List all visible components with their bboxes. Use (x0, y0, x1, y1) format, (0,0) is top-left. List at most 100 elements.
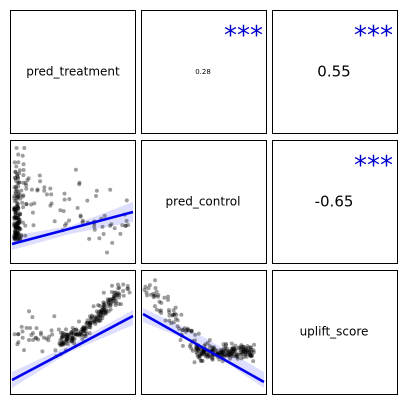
scatter-point (91, 319, 96, 324)
scatter-point (171, 312, 176, 317)
scatter-point (87, 320, 92, 325)
scatter-point (16, 221, 21, 226)
scatter-point (64, 335, 69, 340)
scatter-point (14, 207, 19, 212)
scatter-point (87, 325, 92, 330)
scatter-point (202, 349, 207, 354)
scatter-point (143, 284, 148, 289)
scatter-point (13, 231, 18, 236)
scatter-point (220, 351, 224, 356)
scatter-point (17, 217, 22, 222)
scatter-point (229, 346, 234, 351)
scatter-point (113, 296, 118, 301)
scatter-point (102, 213, 107, 218)
panel-corr-control-uplift: -0.65 *** (272, 140, 398, 264)
scatter-point (166, 297, 170, 302)
scatter-point (172, 311, 177, 316)
scatter-point (247, 348, 252, 353)
scatter-point (21, 162, 26, 167)
scatter-point (44, 336, 49, 341)
scatter-point (235, 354, 239, 359)
scatter-point (67, 197, 72, 202)
scatter-point (13, 170, 18, 175)
scatter-point (199, 358, 204, 363)
scatter-point (15, 181, 20, 185)
scatter-point (108, 303, 113, 308)
scatter-point (16, 221, 21, 226)
scatter-point (121, 289, 126, 293)
scatter-point (171, 320, 176, 325)
scatter-point (227, 353, 232, 358)
scatter-point (245, 348, 250, 353)
scatter-point (113, 293, 118, 298)
scatter-point (77, 333, 82, 338)
scatter-point (185, 327, 190, 332)
scatter-point (16, 191, 21, 196)
scatter-point (113, 303, 118, 308)
scatter-point (229, 351, 234, 356)
scatter-point (92, 224, 97, 229)
scatter-point (21, 168, 26, 172)
scatter-point (74, 327, 79, 332)
scatter-point (245, 344, 250, 349)
scatter-point (29, 187, 34, 192)
scatter-point (228, 356, 232, 361)
scatter-point (41, 335, 46, 340)
scatter-point (103, 310, 108, 315)
scatter-point (40, 349, 45, 354)
scatter-point (17, 168, 22, 173)
scatter-point (16, 332, 21, 337)
scatter-point (249, 354, 254, 359)
scatter-point (250, 353, 254, 357)
scatter-point (20, 153, 25, 158)
scatter-point (116, 282, 120, 287)
scatter-point (69, 339, 74, 343)
scatter-point (22, 348, 26, 353)
scatter-point (200, 359, 205, 363)
scatter-point (37, 173, 42, 178)
scatter-point (60, 335, 65, 340)
scatter-point (92, 319, 97, 324)
scatter-point (207, 354, 212, 358)
scatter-point (16, 176, 21, 181)
scatter-point (16, 231, 21, 236)
scatter-point (169, 321, 174, 326)
scatter-point (14, 232, 19, 237)
scatter-point (173, 316, 178, 321)
scatter-point (96, 314, 101, 319)
scatter-point (108, 302, 113, 307)
scatter-point (220, 353, 225, 357)
scatter-point (184, 329, 188, 334)
panel-scatter-control-uplift (141, 270, 267, 395)
scatter-point (233, 343, 238, 348)
scatter-point (27, 309, 31, 314)
scatter-point (240, 351, 244, 356)
scatter-point (96, 317, 100, 322)
scatter-point (13, 190, 18, 195)
scatter-point (96, 303, 101, 308)
scatter-point (99, 309, 104, 314)
scatter-point (202, 349, 207, 354)
scatter-point (190, 348, 195, 353)
scatter-point (231, 349, 236, 354)
scatter-point (222, 345, 227, 350)
scatter-point (16, 206, 21, 211)
scatter-point (239, 346, 243, 351)
scatter-point (87, 331, 92, 336)
scatter-point (84, 331, 89, 336)
scatter-point (221, 350, 226, 354)
scatter-point (15, 216, 20, 221)
panel-corr-treatment-uplift: 0.55 *** (272, 10, 398, 134)
scatter-point (46, 338, 51, 343)
scatter-points (142, 278, 257, 365)
scatter-point (229, 353, 234, 358)
scatter-point (85, 321, 90, 325)
diag-label-uplift-score: uplift_score (300, 325, 369, 339)
scatter-point (16, 205, 20, 210)
scatter-point (92, 314, 97, 319)
scatter-point (98, 316, 103, 320)
scatter-point (12, 222, 17, 226)
scatter-point (157, 309, 162, 314)
scatter-point (62, 341, 66, 346)
scatter-point (12, 222, 17, 226)
